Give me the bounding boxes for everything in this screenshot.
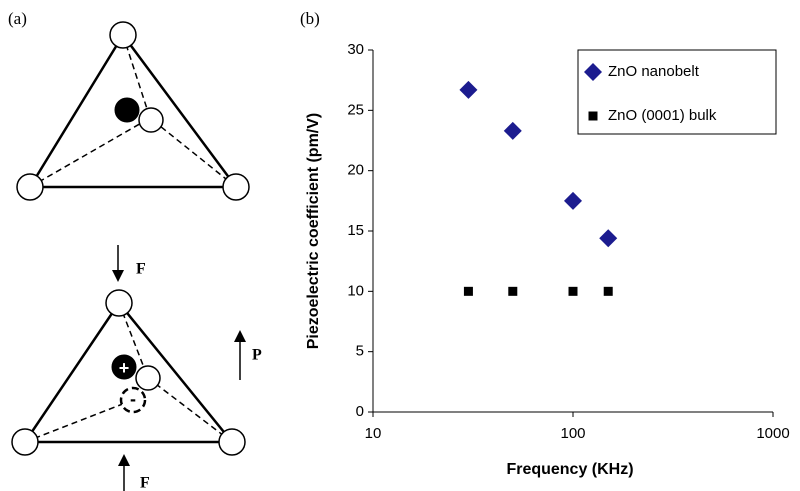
legend-box [577,49,777,135]
arrow-head [112,270,124,282]
legend-marker [588,111,598,121]
atom [135,365,161,391]
y-tick-label: 5 [356,343,364,360]
legend-label: ZnO (0001) bulk [608,107,717,124]
legend-label: ZnO nanobelt [608,63,700,80]
y-tick-label: 30 [347,41,364,58]
legend-marker [584,63,602,81]
point [599,229,618,248]
x-tick-label: 10 [365,425,382,442]
panel-label: (a) [8,9,27,28]
force-label: F [136,261,146,278]
point [508,286,518,296]
atom [105,289,133,317]
atom [114,97,140,123]
point [503,121,522,140]
chart: Frequency (KHz) Piezoelectric coefficien… [305,41,789,478]
x-axis-label: Frequency (KHz) [506,461,633,478]
triangle [22,300,235,444]
arrow-head [234,330,246,342]
triangle [27,32,239,189]
x-tick-label: 100 [560,425,585,442]
point [603,286,613,296]
charge: - [130,389,136,409]
force-label: F [140,475,150,491]
atom [11,428,39,456]
point [463,286,473,296]
atom [16,173,44,201]
y-tick-label: 20 [347,162,364,179]
atom [138,107,164,133]
atom [109,21,137,49]
atom [218,428,246,456]
diagram: (a) (b) + - F F P [8,9,320,491]
atom [222,173,250,201]
atom [111,354,137,380]
charge: + [119,358,130,378]
polarization-label: P [252,347,262,364]
arrow-head [118,454,130,466]
y-axis-label: Piezoelectric coefficient (pm/V) [305,113,322,350]
y-tick-label: 15 [347,222,364,239]
point [568,286,578,296]
y-tick-label: 10 [347,282,364,299]
panel-label: (b) [300,9,320,28]
y-tick-label: 0 [356,403,364,420]
point [459,80,478,99]
y-tick-label: 25 [347,101,364,118]
point [564,191,582,210]
dashed-bonds [29,34,237,188]
x-tick-label: 1000 [756,425,789,442]
atom [119,386,147,414]
